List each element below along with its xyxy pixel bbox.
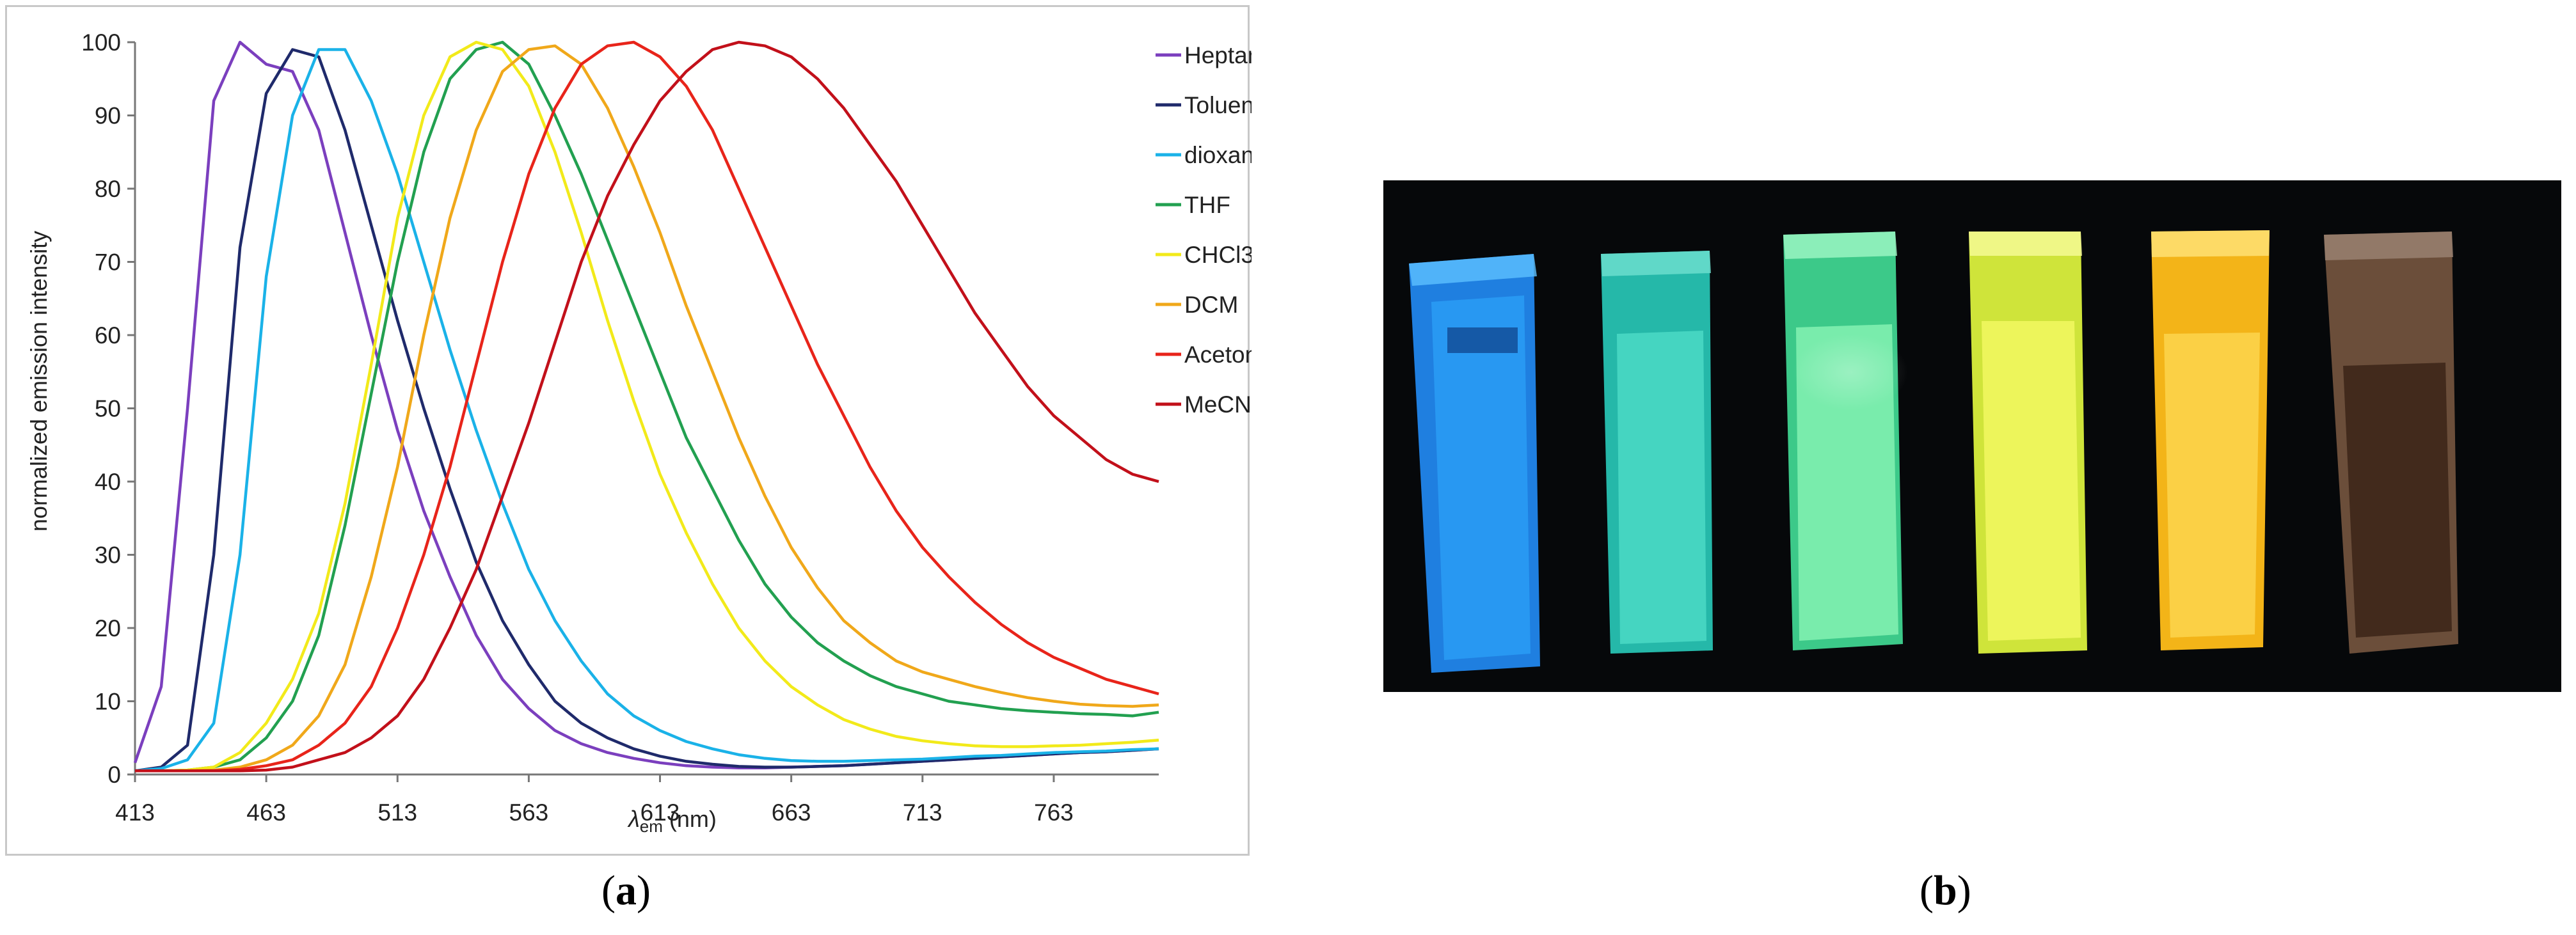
series-line-thf [135, 40, 1159, 773]
y-tick-label: 30 [95, 542, 121, 569]
caption-b-letter: b [1933, 867, 1957, 914]
x-tick-label: 713 [903, 799, 942, 826]
cuvette-3 [1783, 232, 1908, 650]
legend-label: MeCN [1184, 391, 1252, 418]
y-tick-label: 10 [95, 689, 121, 715]
y-tick-label: 60 [95, 322, 121, 349]
series-line-dioxane [134, 48, 1159, 773]
caption-a-open: ( [601, 867, 616, 914]
caption-a: (a) [601, 867, 651, 915]
x-tick-label: 513 [378, 799, 417, 826]
cuvette-4 [1969, 232, 2087, 654]
y-axis-label: normalized emission intensity [26, 231, 52, 531]
cuvette-photo-illustration [1409, 230, 2458, 673]
legend-label: Acetone [1184, 342, 1252, 368]
series-line-chcl3 [135, 40, 1159, 773]
x-tick-label: 413 [115, 799, 155, 826]
axes: 0 10 20 30 40 50 60 70 80 90 100 413 463 513 563 613 663… [81, 29, 1159, 826]
caption-a-close: ) [636, 867, 651, 914]
caption-b: (b) [1920, 867, 1971, 915]
x-axis-label: λem (nm) [627, 806, 717, 836]
y-tick-label: 100 [81, 29, 121, 56]
x-tick-label: 613 [640, 799, 680, 826]
x-tick-label: 563 [509, 799, 549, 826]
cuvette-6 [2324, 232, 2458, 654]
legend: Heptane Toluene dioxane THF CHCl3 DCM Acetone M… [1156, 42, 1252, 418]
series-lines [133, 40, 1159, 773]
x-tick-label: 663 [772, 799, 811, 826]
legend-label: DCM [1184, 292, 1238, 318]
legend-label: CHCl3 [1184, 242, 1252, 268]
legend-label: Heptane [1184, 42, 1252, 68]
legend-label: Toluene [1184, 92, 1252, 118]
y-tick-label: 0 [107, 762, 121, 788]
cuvette-2 [1601, 251, 1713, 654]
y-tick-label: 70 [95, 249, 121, 276]
y-tick-label: 40 [95, 469, 121, 495]
series-line-toluene [134, 48, 1159, 773]
chart-panel-a: 0 10 20 30 40 50 60 70 80 90 100 413 463 513 563 613 663… [5, 5, 1252, 856]
series-line-acetone [135, 40, 1159, 773]
x-axis-label-symbol: λ [627, 806, 640, 832]
x-tick-label: 763 [1034, 799, 1074, 826]
legend-label: dioxane [1184, 142, 1252, 168]
y-tick-label: 80 [95, 176, 121, 202]
series-line-dcm [135, 44, 1159, 773]
y-tick-label: 90 [95, 103, 121, 129]
caption-a-letter: a [615, 867, 637, 914]
x-tick-label: 463 [246, 799, 286, 826]
y-tick-label: 20 [95, 615, 121, 641]
x-axis-label-unit: (nm) [663, 806, 717, 832]
caption-b-close: ) [1957, 867, 1971, 914]
cuvette-photo [1383, 180, 2561, 692]
emission-chart: 0 10 20 30 40 50 60 70 80 90 100 413 463 513 563 613 663… [26, 29, 1252, 836]
series-line-mecn [135, 40, 1159, 773]
series-line-heptane [133, 40, 1159, 769]
y-tick-label: 50 [95, 396, 121, 422]
x-axis-label-subscript: em [640, 817, 663, 836]
caption-b-open: ( [1920, 867, 1934, 914]
cuvette-5 [2151, 230, 2270, 650]
cuvette-1 [1409, 254, 1540, 673]
legend-label: THF [1184, 192, 1230, 218]
